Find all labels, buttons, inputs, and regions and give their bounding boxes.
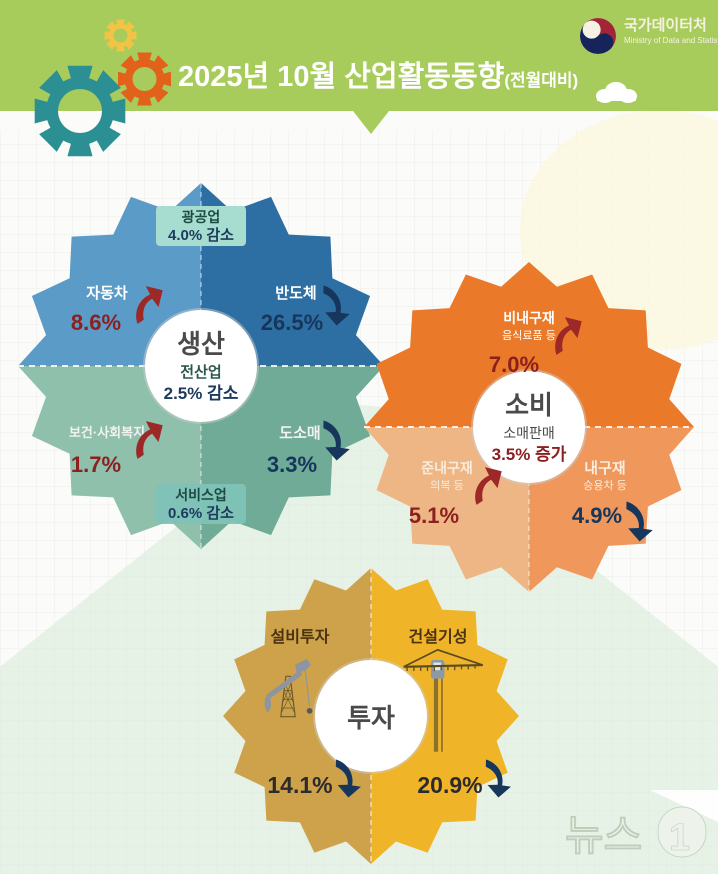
svg-text:26.5%: 26.5% xyxy=(261,310,323,335)
svg-text:도소매: 도소매 xyxy=(279,425,320,442)
svg-text:소비: 소비 xyxy=(505,390,553,420)
svg-text:건설기성: 건설기성 xyxy=(409,628,468,646)
svg-text:반도체: 반도체 xyxy=(275,285,316,302)
svg-text:서비스업: 서비스업 xyxy=(175,487,227,503)
svg-text:생산: 생산 xyxy=(177,329,225,359)
svg-text:14.1%: 14.1% xyxy=(267,772,332,798)
svg-text:3.3%: 3.3% xyxy=(267,452,317,477)
svg-text:Ministry of Data and Statistic: Ministry of Data and Statistics xyxy=(624,36,718,45)
svg-text:국가데이터처: 국가데이터처 xyxy=(624,17,707,34)
svg-text:투자: 투자 xyxy=(347,703,395,733)
svg-text:2.5% 감소: 2.5% 감소 xyxy=(164,384,239,403)
svg-text:전산업: 전산업 xyxy=(180,364,221,381)
svg-text:의복 등: 의복 등 xyxy=(430,479,463,492)
svg-text:소매판매: 소매판매 xyxy=(503,425,555,441)
svg-text:승용차 등: 승용차 등 xyxy=(583,479,627,492)
svg-text:4.0% 감소: 4.0% 감소 xyxy=(168,226,234,244)
svg-text:5.1%: 5.1% xyxy=(409,503,459,528)
svg-text:7.0%: 7.0% xyxy=(489,352,539,377)
svg-text:1: 1 xyxy=(669,817,690,859)
svg-text:20.9%: 20.9% xyxy=(417,772,482,798)
svg-text:1.7%: 1.7% xyxy=(71,452,121,477)
svg-text:0.6% 감소: 0.6% 감소 xyxy=(168,504,234,522)
svg-text:설비투자: 설비투자 xyxy=(271,628,330,646)
svg-text:3.5% 증가: 3.5% 증가 xyxy=(492,445,567,464)
svg-text:8.6%: 8.6% xyxy=(71,310,121,335)
svg-text:음식료품 등: 음식료품 등 xyxy=(502,329,556,342)
svg-text:광공업: 광공업 xyxy=(182,209,221,225)
svg-text:보건·사회복지: 보건·사회복지 xyxy=(69,425,145,440)
svg-text:4.9%: 4.9% xyxy=(572,503,622,528)
svg-text:내구재: 내구재 xyxy=(584,460,625,477)
svg-text:비내구재: 비내구재 xyxy=(503,310,555,326)
svg-text:준내구재: 준내구재 xyxy=(421,460,473,476)
svg-text:자동차: 자동차 xyxy=(86,285,128,302)
svg-text:뉴스: 뉴스 xyxy=(565,812,642,859)
